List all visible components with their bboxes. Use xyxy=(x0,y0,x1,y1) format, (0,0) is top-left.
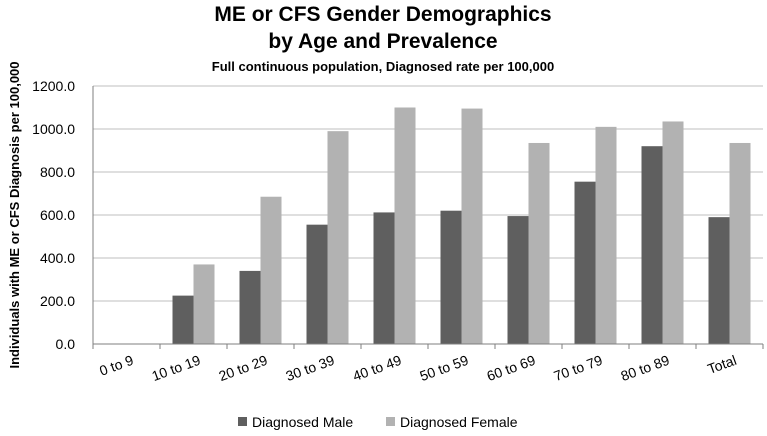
bar-female xyxy=(260,196,282,344)
y-tick-labels: 0.0 200.0 400.0 600.0 800.0 1000.0 1200.0 xyxy=(32,78,75,352)
x-tick-label: 70 to 79 xyxy=(551,352,604,384)
legend-swatch xyxy=(386,417,395,426)
bar-male xyxy=(239,270,261,344)
y-tick-label: 0.0 xyxy=(56,336,76,352)
chart-title-line2: by Age and Prevalence xyxy=(268,30,497,53)
y-tick-label: 200.0 xyxy=(40,293,75,309)
legend: Diagnosed Male Diagnosed Female xyxy=(238,414,518,430)
bar-male xyxy=(574,181,596,344)
y-tick-label: 1000.0 xyxy=(32,121,75,137)
legend-label: Diagnosed Male xyxy=(252,414,353,430)
legend-label: Diagnosed Female xyxy=(400,414,518,430)
bar-female xyxy=(327,131,349,344)
bar-male xyxy=(507,216,529,344)
x-tick-label: 0 to 9 xyxy=(97,352,136,379)
bar-female xyxy=(394,107,416,344)
x-tick-label: 20 to 29 xyxy=(216,352,269,384)
chart-subtitle: Full continuous population, Diagnosed ra… xyxy=(212,59,554,74)
bar-male xyxy=(641,146,663,344)
x-tick-label: 10 to 19 xyxy=(149,352,202,384)
y-tick-label: 400.0 xyxy=(40,250,75,266)
bar-female xyxy=(528,142,550,344)
bar-male xyxy=(306,224,328,344)
y-tick-label: 1200.0 xyxy=(32,78,75,94)
x-tick-label: 40 to 49 xyxy=(350,352,403,384)
x-tick-label: 60 to 69 xyxy=(484,352,537,384)
bar-female xyxy=(461,108,483,344)
y-tick-label: 800.0 xyxy=(40,164,75,180)
y-axis-label: Individuals with ME or CFS Diagnosis per… xyxy=(7,61,22,368)
x-tick-label: 80 to 89 xyxy=(618,352,671,384)
bar-male xyxy=(172,295,194,344)
bar-male xyxy=(440,210,462,344)
bar-female xyxy=(595,126,617,344)
y-tick-label: 600.0 xyxy=(40,207,75,223)
x-tick-label: 50 to 59 xyxy=(417,352,470,384)
x-tick-label: 30 to 39 xyxy=(283,352,336,384)
bar-male xyxy=(708,217,730,344)
bar-male xyxy=(373,212,395,344)
bar-female xyxy=(193,264,215,344)
bar-female xyxy=(729,142,751,344)
x-axis xyxy=(92,86,764,349)
bar-female xyxy=(662,121,684,344)
bars xyxy=(172,107,751,344)
x-tick-labels: 0 to 9 10 to 19 20 to 29 30 to 39 40 to 49 50… xyxy=(97,352,738,384)
legend-swatch xyxy=(238,417,247,426)
x-tick-label: Total xyxy=(705,352,738,377)
chart-title-line1: ME or CFS Gender Demographics xyxy=(214,3,551,26)
